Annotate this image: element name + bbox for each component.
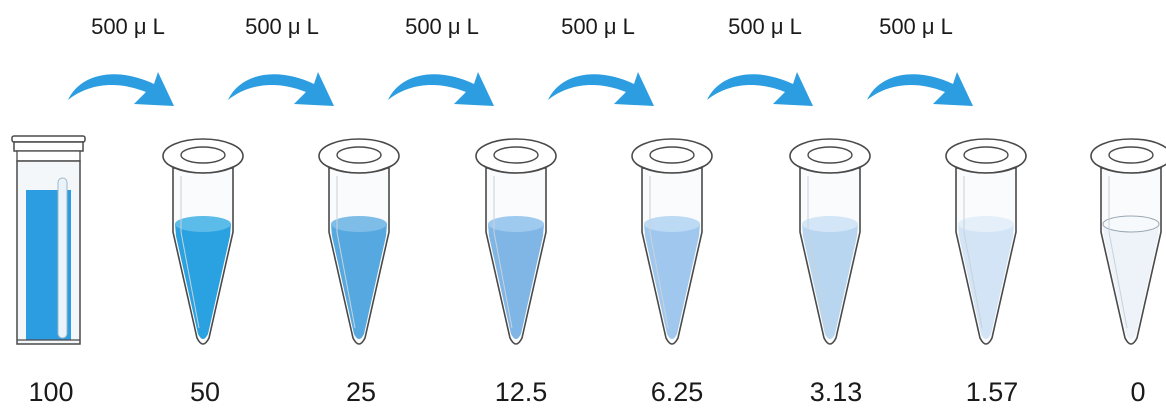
transfer-label-2: 500 μ L — [245, 14, 319, 39]
concentration-label-tube-2: 25 — [345, 377, 377, 407]
transfer-arrow-4 — [548, 72, 654, 106]
concentration-label-tube-6: 1.57 — [965, 377, 1019, 407]
concentration-label-tube-1: 50 — [189, 377, 221, 407]
transfer-label-1: 500 μ L — [91, 14, 165, 39]
tube-2 — [318, 138, 400, 345]
transfer-label-5: 500 μ L — [728, 14, 802, 39]
tube-7 — [1090, 138, 1166, 345]
tube-1 — [162, 138, 244, 345]
tube-4-liquid — [644, 224, 700, 339]
concentration-label-tube-7: 0 — [1130, 377, 1146, 407]
tube-6-liquid — [958, 224, 1014, 339]
concentration-label-stock: 100 — [28, 377, 74, 407]
transfer-label-4: 500 μ L — [561, 14, 635, 39]
tube-7-liquid — [1103, 224, 1159, 339]
concentration-label-tube-3: 12.5 — [494, 377, 548, 407]
transfer-arrow-2 — [228, 72, 334, 106]
stock-vial-graphic — [11, 135, 86, 345]
stock-vial — [11, 135, 86, 345]
tube-3 — [475, 138, 557, 345]
tube-5-liquid — [802, 224, 858, 339]
transfer-arrow-1 — [68, 72, 174, 106]
transfer-arrow-3 — [388, 72, 494, 106]
transfer-arrows — [68, 72, 973, 106]
transfer-label-6: 500 μ L — [879, 14, 953, 39]
transfer-arrow-6 — [867, 72, 973, 106]
concentration-label-tube-4: 6.25 — [650, 377, 704, 407]
tube-3-liquid — [488, 224, 544, 339]
dilution-tubes — [162, 138, 1166, 345]
tube-2-liquid — [331, 224, 387, 339]
transfer-label-3: 500 μ L — [405, 14, 479, 39]
tube-1-liquid — [175, 224, 231, 339]
tube-5 — [789, 138, 871, 345]
tube-6 — [945, 138, 1027, 345]
transfer-arrow-5 — [707, 72, 813, 106]
concentration-label-tube-5: 3.13 — [809, 377, 863, 407]
tube-4 — [631, 138, 713, 345]
